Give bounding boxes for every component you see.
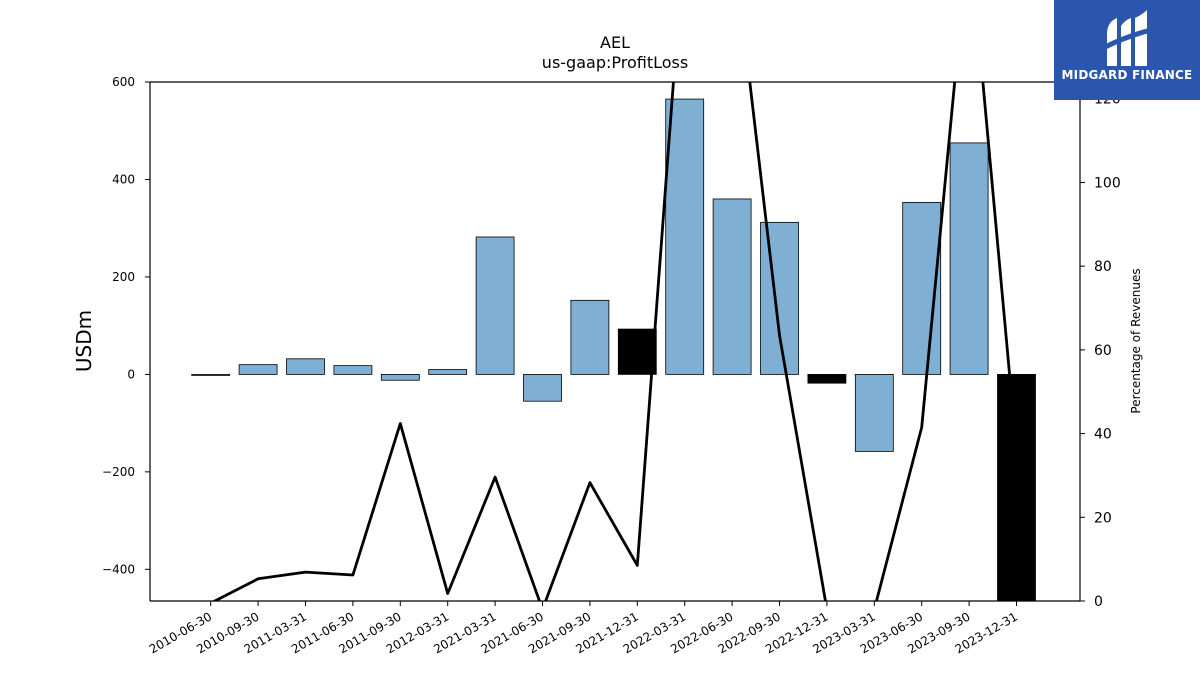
bar: [570, 299, 610, 375]
brand-name: MIDGARD FINANCE: [1061, 68, 1193, 82]
brand-logo: MIDGARD FINANCE: [1054, 0, 1200, 100]
y2-tick-label: 80: [1094, 259, 1112, 275]
y2-tick-label: 100: [1094, 175, 1121, 191]
y2-tick-label: 20: [1094, 510, 1112, 526]
y2-tick-label: 0: [1094, 594, 1103, 610]
y-tick-label: −400: [102, 562, 135, 576]
bar: [523, 373, 562, 402]
y2-axis-label: Percentage of Revenues: [1129, 268, 1143, 413]
bar: [665, 98, 705, 375]
bar: [949, 142, 989, 375]
line-series: [211, 82, 1018, 601]
y-tick-label: 0: [127, 367, 135, 381]
y2-tick-label: 40: [1094, 427, 1112, 443]
chart-subtitle: us-gaap:ProfitLoss: [542, 53, 688, 72]
bar: [428, 369, 468, 375]
chart-title: AEL: [600, 33, 630, 52]
line-path: [211, 82, 1018, 601]
y-axis-label: USDm: [72, 310, 96, 372]
y2-tick-label: 60: [1094, 343, 1112, 359]
bar: [997, 373, 1036, 601]
bar: [286, 358, 325, 375]
brand-logo-icon: [1103, 10, 1151, 66]
y-tick-label: 200: [112, 270, 135, 284]
bar: [475, 236, 515, 375]
y-tick-label: 400: [112, 172, 135, 186]
bar: [807, 373, 847, 384]
bar: [191, 373, 231, 376]
bar: [238, 364, 278, 375]
bar: [760, 221, 799, 375]
y-tick-label: −200: [102, 465, 135, 479]
bar: [712, 198, 752, 375]
bar: [617, 328, 657, 375]
bar: [380, 373, 420, 381]
bar: [854, 373, 894, 452]
bar: [333, 365, 373, 375]
y-tick-label: 600: [112, 75, 135, 89]
bar-series: [191, 98, 1036, 601]
